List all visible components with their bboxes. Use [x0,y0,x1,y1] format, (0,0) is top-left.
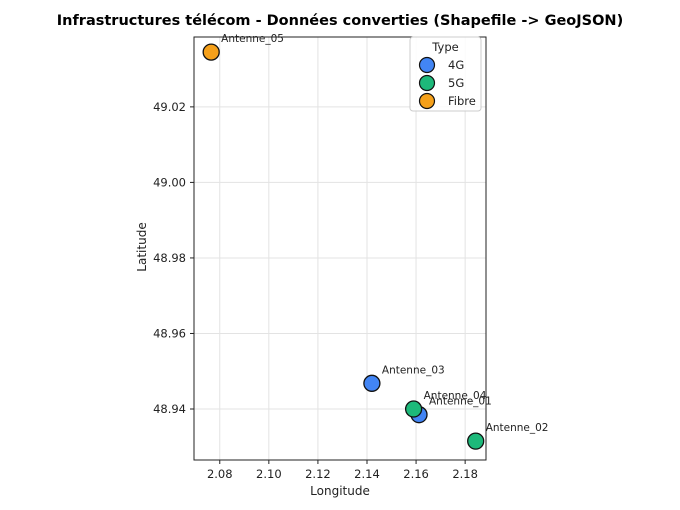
legend: Type 4G 5G Fibre [409,36,482,112]
y-tick-label: 49.00 [153,175,186,189]
y-axis-label: Latitude [135,222,149,271]
point-label: Antenne_04 [424,390,487,402]
data-point-antenne-05 [202,43,220,61]
y-tick-label: 48.96 [153,326,186,340]
legend-marker [418,92,436,110]
y-tick-label: 49.02 [153,100,186,114]
legend-marker [418,56,436,74]
axis-ticks: 2.08 2.10 2.12 2.14 2.16 2.18 48.94 48.96 48.98 4… [153,100,478,481]
legend-entry-label: 5G [448,76,464,90]
x-axis-label: Longitude [310,484,370,498]
x-tick-label: 2.10 [256,467,282,481]
y-tick-label: 48.98 [153,251,186,265]
data-point-antenne-04 [404,400,423,418]
data-point-antenne-02 [467,432,485,450]
data-points: Antenne_01 Antenne_03 Antenne_02 Antenne_04… [202,33,549,450]
legend-entry-label: Fibre [448,94,476,108]
legend-title: Type [431,40,458,54]
plot-frame [193,36,487,461]
y-tick-label: 48.94 [153,402,186,416]
x-tick-label: 2.16 [403,467,429,481]
point-label: Antenne_03 [382,364,445,376]
legend-box [409,36,482,112]
x-tick-label: 2.08 [207,467,233,481]
legend-entry-label: 4G [448,58,464,72]
point-label: Antenne_01 [429,396,492,408]
x-tick-label: 2.18 [452,467,478,481]
data-point-antenne-03 [363,374,381,392]
chart-title: Infrastructures télécom - Données conver… [57,13,623,29]
legend-marker [418,74,436,92]
point-label: Antenne_05 [221,33,284,45]
x-tick-label: 2.12 [305,467,331,481]
point-label: Antenne_02 [486,422,549,434]
x-tick-label: 2.14 [354,467,380,481]
